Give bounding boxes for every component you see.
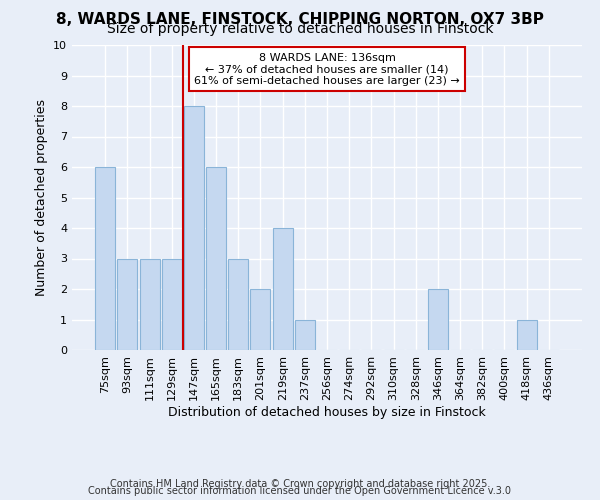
Bar: [295, 320, 315, 350]
Bar: [118, 258, 137, 350]
Bar: [428, 289, 448, 350]
Bar: [162, 258, 182, 350]
Bar: [228, 258, 248, 350]
Bar: [184, 106, 204, 350]
Text: 8, WARDS LANE, FINSTOCK, CHIPPING NORTON, OX7 3BP: 8, WARDS LANE, FINSTOCK, CHIPPING NORTON…: [56, 12, 544, 28]
Text: Contains public sector information licensed under the Open Government Licence v.: Contains public sector information licen…: [89, 486, 511, 496]
Bar: [250, 289, 271, 350]
Bar: [272, 228, 293, 350]
Text: Size of property relative to detached houses in Finstock: Size of property relative to detached ho…: [107, 22, 493, 36]
Bar: [206, 167, 226, 350]
Y-axis label: Number of detached properties: Number of detached properties: [35, 99, 47, 296]
Bar: [95, 167, 115, 350]
Text: Contains HM Land Registry data © Crown copyright and database right 2025.: Contains HM Land Registry data © Crown c…: [110, 479, 490, 489]
Bar: [140, 258, 160, 350]
Text: 8 WARDS LANE: 136sqm
← 37% of detached houses are smaller (14)
61% of semi-detac: 8 WARDS LANE: 136sqm ← 37% of detached h…: [194, 52, 460, 86]
Bar: [517, 320, 536, 350]
X-axis label: Distribution of detached houses by size in Finstock: Distribution of detached houses by size …: [168, 406, 486, 418]
